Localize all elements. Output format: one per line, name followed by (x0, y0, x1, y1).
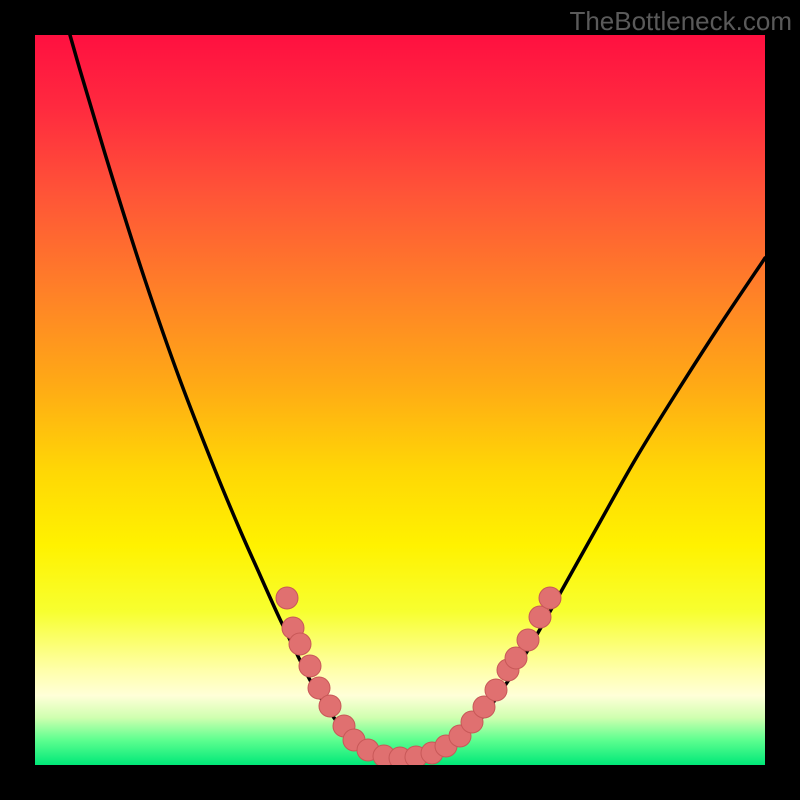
watermark-text: TheBottleneck.com (569, 6, 792, 37)
chart-root: TheBottleneck.com (0, 0, 800, 800)
gradient-plot-area (35, 35, 765, 765)
